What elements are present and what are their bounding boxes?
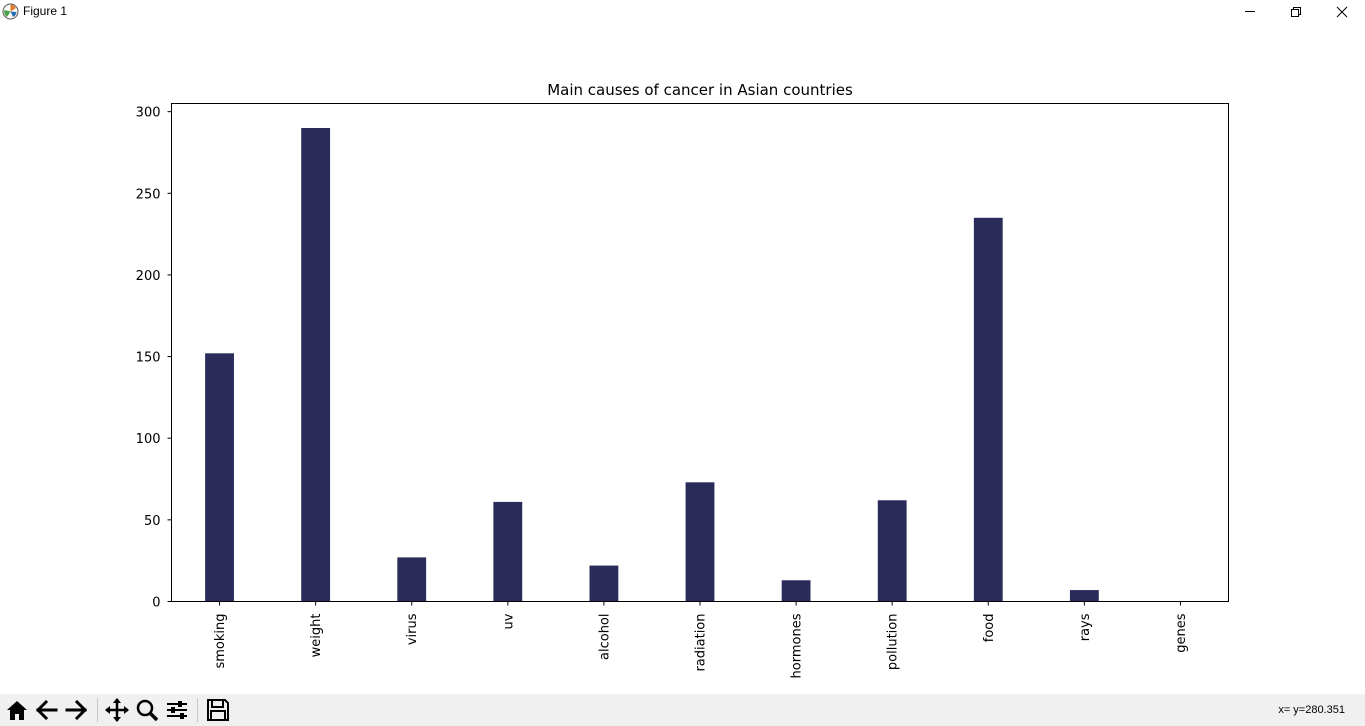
close-icon — [1336, 6, 1348, 18]
pan-button[interactable] — [104, 697, 130, 723]
figure-canvas[interactable]: Main causes of cancer in Asian countries… — [0, 24, 1365, 694]
cursor-coordinates: x= y=280.351 — [1278, 704, 1345, 716]
bar-weight — [301, 127, 331, 602]
y-tick-label: 200 — [136, 269, 161, 284]
bar-radiation — [685, 482, 715, 602]
bar-rays — [1069, 590, 1099, 602]
configure-subplots-icon — [167, 701, 187, 719]
bar-virus — [397, 557, 427, 602]
save-icon — [207, 699, 229, 721]
back-arrow-icon — [35, 699, 58, 721]
bar-alcohol — [589, 565, 619, 602]
x-tick-label: hormones — [790, 613, 805, 678]
back-button[interactable] — [34, 697, 60, 723]
bar-chart: Main causes of cancer in Asian countries… — [136, 81, 1229, 679]
restore-icon — [1291, 7, 1301, 17]
home-icon — [7, 701, 27, 720]
toolbar-separator — [197, 698, 198, 722]
close-button[interactable] — [1319, 0, 1365, 24]
zoom-icon — [136, 699, 159, 722]
navigation-toolbar: x= y=280.351 — [0, 694, 1365, 726]
bar-smoking — [205, 353, 234, 602]
y-tick-label: 50 — [144, 514, 161, 529]
x-tick-label: uv — [501, 613, 516, 629]
window-title: Figure 1 — [23, 4, 68, 18]
x-tick-label: weight — [309, 614, 324, 658]
forward-button[interactable] — [63, 697, 89, 723]
y-tick-label: 100 — [136, 432, 161, 447]
minimize-button[interactable] — [1227, 0, 1273, 24]
y-tick-label: 300 — [136, 106, 161, 121]
window-titlebar: Figure 1 — [0, 0, 1365, 24]
restore-button[interactable] — [1273, 0, 1319, 24]
x-tick-label: rays — [1078, 613, 1093, 641]
pan-icon — [105, 698, 129, 722]
bar-food — [973, 217, 1003, 602]
x-tick-label: pollution — [886, 614, 901, 671]
configure-subplots-button[interactable] — [164, 697, 190, 723]
matplotlib-app-icon — [2, 3, 19, 20]
y-tick-label: 150 — [136, 351, 161, 366]
x-tick-label: alcohol — [597, 614, 612, 660]
y-tick-label: 250 — [136, 187, 161, 202]
bar-pollution — [877, 500, 907, 602]
x-tick-label: food — [982, 614, 997, 643]
y-tick-label: 0 — [152, 596, 160, 611]
minimize-icon — [1245, 11, 1255, 12]
x-tick-label: smoking — [213, 614, 228, 669]
home-button[interactable] — [4, 697, 30, 723]
zoom-button[interactable] — [134, 697, 160, 723]
forward-arrow-icon — [65, 699, 88, 721]
chart-title: Main causes of cancer in Asian countries — [547, 81, 853, 99]
save-button[interactable] — [205, 697, 231, 723]
x-tick-label: radiation — [694, 614, 709, 672]
x-tick-label: virus — [405, 613, 420, 645]
bar-hormones — [781, 580, 811, 602]
ticks-layer: smoking weight virus uv alcohol radiation horm… — [136, 106, 1189, 679]
x-tick-label: genes — [1174, 613, 1189, 652]
plot-frame — [171, 103, 1229, 602]
toolbar-separator — [97, 698, 98, 722]
bars-layer — [205, 127, 1099, 602]
bar-uv — [493, 501, 523, 602]
